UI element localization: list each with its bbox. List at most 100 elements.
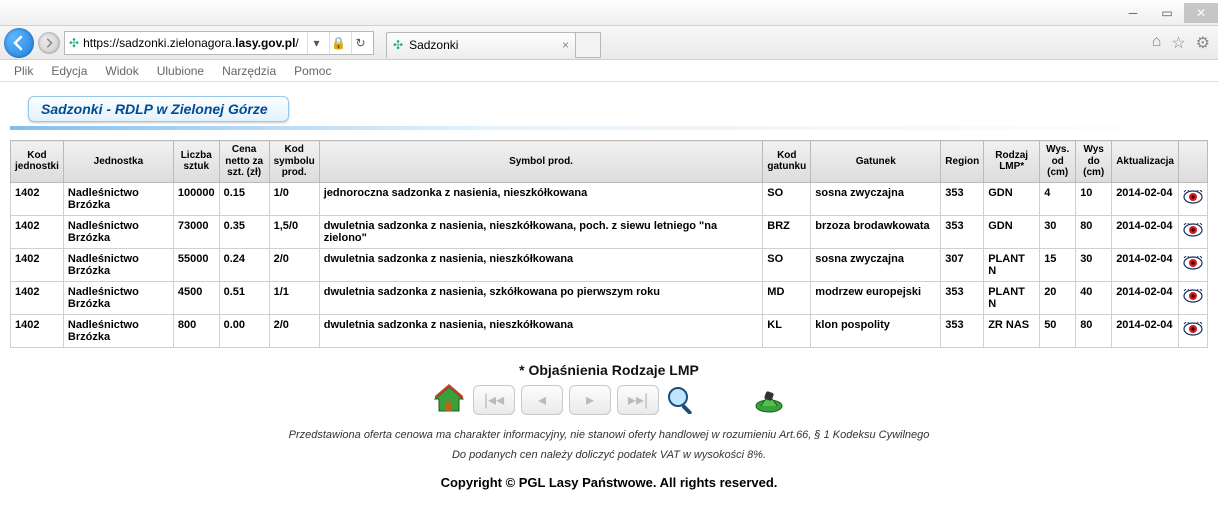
table-cell: 353	[941, 182, 984, 215]
table-cell: 0.35	[219, 215, 269, 248]
table-cell: brzoza brodawkowata	[811, 215, 941, 248]
table-column-header[interactable]: Aktualizacja	[1112, 141, 1179, 183]
table-column-header[interactable]: Kod symbolu prod.	[269, 141, 319, 183]
table-cell: sosna zwyczajna	[811, 182, 941, 215]
view-details-icon[interactable]	[1179, 314, 1208, 347]
search-icon[interactable]	[665, 384, 699, 417]
address-bar[interactable]: ✣ https://sadzonki.zielonagora.lasy.gov.…	[64, 31, 374, 55]
table-cell: GDN	[984, 215, 1040, 248]
table-cell: Nadleśnictwo Brzózka	[63, 314, 173, 347]
close-button[interactable]: ✕	[1184, 3, 1218, 23]
table-cell: 80	[1076, 215, 1112, 248]
table-row: 1402Nadleśnictwo Brzózka730000.351,5/0dw…	[11, 215, 1208, 248]
menu-item[interactable]: Widok	[105, 64, 138, 78]
table-column-header[interactable]: Region	[941, 141, 984, 183]
table-cell: 0.15	[219, 182, 269, 215]
pager-controls: |◂◂ ◂ ▸ ▸▸|	[10, 384, 1208, 417]
refresh-icon[interactable]: ↻	[351, 32, 369, 54]
table-cell: 1402	[11, 182, 64, 215]
table-column-header[interactable]: Jednostka	[63, 141, 173, 183]
next-page-button[interactable]: ▸	[569, 385, 611, 415]
maximize-button[interactable]: ▭	[1150, 3, 1184, 23]
first-page-button[interactable]: |◂◂	[473, 385, 515, 415]
table-column-header[interactable]: Wys. od (cm)	[1040, 141, 1076, 183]
table-cell: KL	[763, 314, 811, 347]
table-cell: 1,5/0	[269, 215, 319, 248]
table-cell: 4	[1040, 182, 1076, 215]
back-button[interactable]	[4, 28, 34, 58]
table-column-header[interactable]: Cena netto za szt. (zł)	[219, 141, 269, 183]
table-cell: 353	[941, 281, 984, 314]
disclaimer-line1: Przedstawiona oferta cenowa ma charakter…	[10, 429, 1208, 441]
table-cell: 4500	[173, 281, 219, 314]
table-cell: dwuletnia sadzonka z nasienia, nieszkółk…	[319, 314, 763, 347]
table-cell: 30	[1076, 248, 1112, 281]
table-cell: jednoroczna sadzonka z nasienia, nieszkó…	[319, 182, 763, 215]
table-cell: 73000	[173, 215, 219, 248]
tab-close-icon[interactable]: ×	[562, 38, 569, 52]
tab-favicon-icon: ✣	[393, 38, 403, 52]
table-row: 1402Nadleśnictwo Brzózka8000.002/0dwulet…	[11, 314, 1208, 347]
view-details-icon[interactable]	[1179, 182, 1208, 215]
table-cell: 2014-02-04	[1112, 248, 1179, 281]
table-cell: dwuletnia sadzonka z nasienia, szkółkowa…	[319, 281, 763, 314]
site-favicon-icon: ✣	[69, 36, 79, 50]
table-cell: 30	[1040, 215, 1076, 248]
table-cell: GDN	[984, 182, 1040, 215]
url-text: https://sadzonki.zielonagora.lasy.gov.pl…	[83, 36, 303, 50]
table-column-header[interactable]: Gatunek	[811, 141, 941, 183]
table-column-header[interactable]: Kod gatunku	[763, 141, 811, 183]
view-details-icon[interactable]	[1179, 248, 1208, 281]
view-details-icon[interactable]	[1179, 215, 1208, 248]
table-column-header[interactable]: Liczba sztuk	[173, 141, 219, 183]
table-cell: PLANT N	[984, 281, 1040, 314]
table-cell: 2014-02-04	[1112, 281, 1179, 314]
browser-tab[interactable]: ✣ Sadzonki ×	[386, 32, 576, 58]
table-cell: 353	[941, 215, 984, 248]
home-icon[interactable]: ⌂	[1152, 33, 1162, 53]
table-cell: 800	[173, 314, 219, 347]
table-column-header[interactable]	[1179, 141, 1208, 183]
disclaimer-line2: Do podanych cen należy doliczyć podatek …	[10, 449, 1208, 461]
table-column-header[interactable]: Symbol prod.	[319, 141, 763, 183]
lock-icon: 🔒	[329, 32, 347, 54]
table-cell: dwuletnia sadzonka z nasienia, nieszkółk…	[319, 215, 763, 248]
prev-page-button[interactable]: ◂	[521, 385, 563, 415]
lmp-explain-link[interactable]: * Objaśnienia Rodzaje LMP	[10, 362, 1208, 378]
table-cell: PLANT N	[984, 248, 1040, 281]
table-row: 1402Nadleśnictwo Brzózka550000.242/0dwul…	[11, 248, 1208, 281]
new-tab-button[interactable]	[575, 32, 601, 58]
table-cell: 55000	[173, 248, 219, 281]
menu-item[interactable]: Pomoc	[294, 64, 331, 78]
table-cell: 2/0	[269, 314, 319, 347]
table-cell: 40	[1076, 281, 1112, 314]
window-titlebar: ─ ▭ ✕	[0, 0, 1218, 26]
dropdown-icon[interactable]: ▾	[307, 32, 325, 54]
table-cell: 100000	[173, 182, 219, 215]
menu-item[interactable]: Plik	[14, 64, 33, 78]
favorites-icon[interactable]: ☆	[1171, 33, 1185, 53]
table-cell: modrzew europejski	[811, 281, 941, 314]
view-details-icon[interactable]	[1179, 281, 1208, 314]
table-column-header[interactable]: Rodzaj LMP*	[984, 141, 1040, 183]
forward-button[interactable]	[38, 32, 60, 54]
tools-icon[interactable]: ⚙	[1196, 33, 1210, 53]
table-cell: ZR NAS	[984, 314, 1040, 347]
table-cell: BRZ	[763, 215, 811, 248]
page-title: Sadzonki - RDLP w Zielonej Górze	[28, 96, 289, 122]
table-cell: Nadleśnictwo Brzózka	[63, 182, 173, 215]
cart-icon[interactable]	[751, 384, 787, 417]
menu-item[interactable]: Edycja	[51, 64, 87, 78]
home-page-icon[interactable]	[431, 384, 467, 417]
table-cell: 0.00	[219, 314, 269, 347]
last-page-button[interactable]: ▸▸|	[617, 385, 659, 415]
menu-item[interactable]: Ulubione	[157, 64, 204, 78]
table-column-header[interactable]: Kod jednostki	[11, 141, 64, 183]
table-cell: Nadleśnictwo Brzózka	[63, 281, 173, 314]
minimize-button[interactable]: ─	[1116, 3, 1150, 23]
menu-item[interactable]: Narzędzia	[222, 64, 276, 78]
table-cell: 2014-02-04	[1112, 314, 1179, 347]
table-cell: 10	[1076, 182, 1112, 215]
table-column-header[interactable]: Wys do (cm)	[1076, 141, 1112, 183]
table-cell: 353	[941, 314, 984, 347]
